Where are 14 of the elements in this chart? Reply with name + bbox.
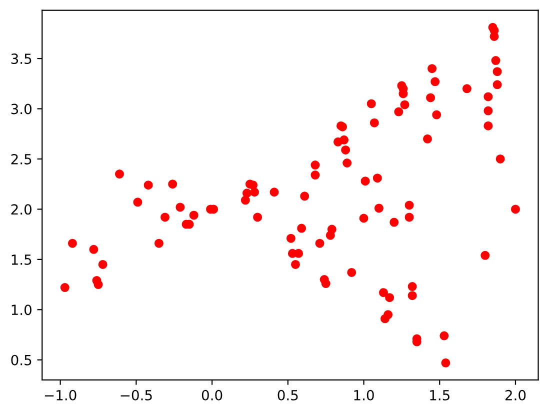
x-tick-label: 0.5 <box>278 390 298 400</box>
x-tick-label: 1.5 <box>430 390 450 400</box>
y-tick-label: 3.0 <box>11 104 32 114</box>
x-tick-label: −1.0 <box>44 390 76 400</box>
x-tick-label: −0.5 <box>120 390 152 400</box>
y-tick-label: 2.5 <box>11 154 32 164</box>
x-tick-label: 2.0 <box>505 390 526 400</box>
y-tick-label: 0.5 <box>11 354 32 366</box>
y-tick-label: 1.5 <box>12 254 32 265</box>
x-tick-label: 1.0 <box>354 390 374 400</box>
x-tick-label: 0.0 <box>202 390 222 400</box>
y-tick-label: 1.0 <box>12 304 32 316</box>
y-tick-label: 2.0 <box>11 204 32 215</box>
y-tick-label: 3.5 <box>11 54 32 64</box>
